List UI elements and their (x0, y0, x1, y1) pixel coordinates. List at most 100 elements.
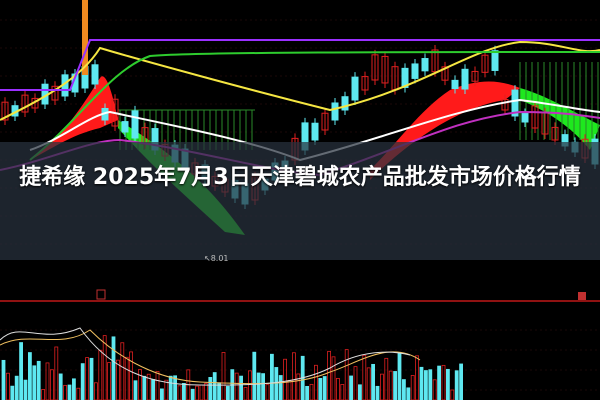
volume-bar-up (102, 335, 107, 400)
volume-bar-down (133, 380, 138, 400)
volume-bar-up (331, 356, 336, 400)
candle-down (121, 121, 129, 133)
volume-bar-down (357, 384, 362, 400)
volume-bar-up (366, 367, 371, 400)
volume-bar-up (116, 359, 120, 400)
volume-bar-up (41, 389, 45, 400)
volume-bar-down (32, 365, 37, 400)
volume-bar-up (432, 379, 437, 400)
volume-bar-down (72, 378, 76, 400)
volume-bar-down (80, 363, 85, 400)
volume-bar-up (6, 372, 10, 400)
candle-up (501, 98, 509, 111)
volume-bar-down (349, 375, 354, 400)
volume-bar-up (120, 342, 125, 400)
volume-bar-up (129, 351, 134, 400)
volume-bar-down (58, 373, 63, 400)
volume-bar-down (181, 382, 186, 400)
volume-bar-down (397, 352, 402, 400)
volume-bar-up (94, 382, 98, 400)
volume-bar-down (305, 385, 310, 400)
volume-bar-up (379, 373, 384, 400)
volume-bar-down (278, 375, 283, 400)
volume-bar-down (274, 367, 279, 400)
candle-up (441, 66, 449, 81)
volume-bar-down (437, 365, 442, 400)
candle-highlight (82, 0, 88, 75)
volume-bar-up (195, 385, 200, 400)
candle-down (341, 96, 349, 111)
volume-bar-down (419, 366, 424, 400)
volume-bar-up (353, 366, 358, 400)
ma-line-green (29, 51, 600, 161)
volume-bar-up (107, 362, 111, 400)
volume-bar-down (322, 376, 327, 400)
volume-bar-up (309, 383, 314, 400)
volume-ma-line (0, 329, 421, 385)
volume-bar-down (393, 371, 398, 400)
candle-up (21, 94, 29, 113)
volume-bar-down (173, 375, 178, 400)
volume-bar-up (441, 364, 446, 400)
volume-bar-down (89, 357, 94, 400)
volume-bar-down (252, 351, 257, 400)
candle-up (471, 70, 479, 82)
volume-bar-down (212, 372, 217, 400)
volume-bar-down (261, 373, 266, 400)
volume-bar-up (450, 389, 455, 400)
candle-down (411, 63, 419, 79)
volume-bar-down (256, 372, 261, 400)
candle-down (331, 102, 339, 121)
candle-down (511, 89, 519, 117)
volume-bar-down (19, 342, 24, 400)
volume-bar-up (45, 362, 50, 400)
candle-up (361, 76, 369, 91)
volume-bar-up (415, 355, 420, 400)
volume-bar-down (67, 384, 72, 400)
volume-bar-down (159, 388, 164, 400)
volume-bar-down (111, 336, 116, 400)
candle-up (371, 54, 379, 81)
volume-bar-down (371, 363, 376, 400)
volume-bar-down (27, 352, 32, 400)
candle-down (461, 68, 469, 90)
volume-bar-up (85, 357, 89, 400)
volume-bar-down (208, 377, 213, 400)
volume-bar-up (283, 358, 288, 400)
volume-bar-down (445, 368, 450, 400)
candle-down (401, 67, 409, 88)
volume-bar-down (142, 375, 147, 400)
volume-bar-down (168, 375, 173, 400)
candle-up (321, 112, 329, 131)
candle-down (351, 76, 359, 101)
volume-bar-up (296, 373, 301, 400)
volume-bar-up (313, 364, 318, 400)
volume-bar-down (14, 375, 19, 400)
volume-bar-down (375, 385, 380, 400)
volume-bar-up (199, 384, 204, 400)
volume-bar-down (454, 370, 459, 400)
volume-bar-up (203, 383, 208, 400)
volume-bar-up (164, 379, 169, 400)
volume-bar-up (340, 384, 345, 400)
low-price-label: ↖8.01 (204, 254, 229, 263)
candle-up (551, 126, 559, 141)
volume-bar-up (291, 352, 296, 400)
candle-down (521, 113, 529, 123)
volume-bar-down (23, 379, 28, 400)
volume-bar-down (151, 379, 156, 400)
candle-down (451, 79, 459, 90)
volume-bar-down (318, 378, 323, 400)
candle-up (481, 54, 489, 73)
candle-down (491, 50, 499, 71)
volume-bar-down (269, 353, 274, 400)
volume-bar-down (36, 360, 41, 400)
volume-bar-up (344, 349, 349, 400)
candle-up (531, 105, 539, 129)
volume-bar-up (327, 350, 332, 400)
volume-bar-up (137, 369, 142, 400)
volume-bar-up (155, 371, 160, 400)
volume-bar-up (124, 356, 129, 400)
candle-up (1, 101, 9, 121)
